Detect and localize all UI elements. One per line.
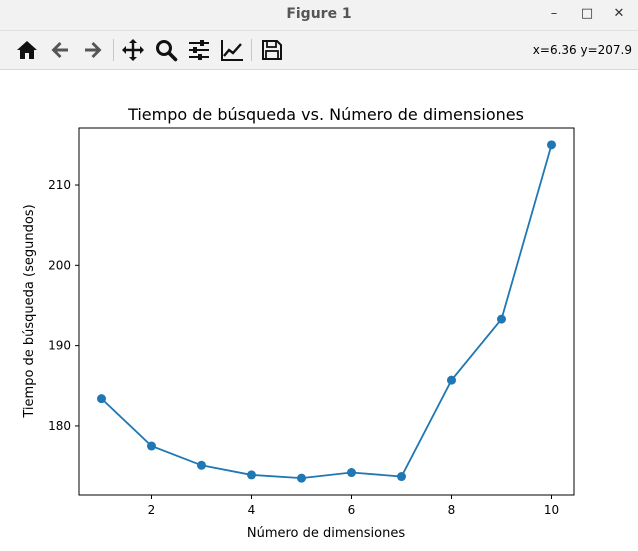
data-point <box>547 140 556 150</box>
data-point <box>247 470 256 480</box>
zoom-button[interactable] <box>151 35 181 65</box>
data-point <box>197 460 206 470</box>
y-tick-label: 200 <box>48 258 71 272</box>
axes-frame <box>78 127 575 496</box>
line-chart: Tiempo de búsqueda vs. Número de dimensi… <box>22 105 575 541</box>
x-tick-label: 6 <box>348 503 356 517</box>
close-icon[interactable]: ✕ <box>613 6 625 21</box>
data-point <box>97 394 106 404</box>
data-point <box>447 375 456 385</box>
move-icon <box>122 39 144 61</box>
window-title: Figure 1 <box>286 6 352 22</box>
home-icon <box>17 41 37 59</box>
figure-canvas[interactable]: Tiempo de búsqueda vs. Número de dimensi… <box>0 70 638 547</box>
home-button[interactable] <box>12 35 42 65</box>
chart-title: Tiempo de búsqueda vs. Número de dimensi… <box>127 105 524 124</box>
maximize-icon[interactable]: □ <box>580 6 594 21</box>
magnifier-icon <box>156 40 178 62</box>
y-axis-label: Tiempo de búsqueda (segundos) <box>22 204 37 418</box>
pan-button[interactable] <box>118 35 148 65</box>
back-button[interactable] <box>45 35 75 65</box>
configure-subplots-button[interactable] <box>184 35 214 65</box>
x-axis-label: Número de dimensiones <box>247 526 405 541</box>
series-line <box>100 144 553 480</box>
floppy-disk-icon <box>262 40 282 60</box>
line-chart-icon <box>221 40 243 61</box>
toolbar-separator <box>113 39 114 61</box>
plot-area <box>97 140 556 483</box>
x-tick-label: 10 <box>544 503 559 517</box>
data-point <box>347 468 356 478</box>
sliders-icon <box>189 40 209 60</box>
y-tick-label: 180 <box>48 419 71 433</box>
x-axis: 2 4 6 8 10 <box>148 495 559 517</box>
minimize-icon[interactable]: – <box>550 6 558 21</box>
forward-button[interactable] <box>78 35 108 65</box>
data-point <box>397 472 406 482</box>
save-button[interactable] <box>257 35 287 65</box>
edit-axis-button[interactable] <box>217 35 247 65</box>
navigation-toolbar: x=6.36 y=207.9 <box>0 31 638 70</box>
data-point <box>497 314 506 324</box>
arrow-right-icon <box>85 42 102 58</box>
data-point <box>297 473 306 483</box>
arrow-left-icon <box>51 42 68 58</box>
cursor-coordinates: x=6.36 y=207.9 <box>532 43 632 57</box>
x-tick-label: 8 <box>448 503 456 517</box>
toolbar-separator <box>251 39 252 61</box>
x-tick-label: 4 <box>248 503 256 517</box>
y-tick-label: 190 <box>48 339 71 353</box>
y-axis: 180 190 200 210 <box>48 178 79 433</box>
window-titlebar: Figure 1 – □ ✕ <box>0 0 638 31</box>
y-tick-label: 210 <box>48 178 71 192</box>
data-point <box>147 441 156 451</box>
x-tick-label: 2 <box>148 503 156 517</box>
